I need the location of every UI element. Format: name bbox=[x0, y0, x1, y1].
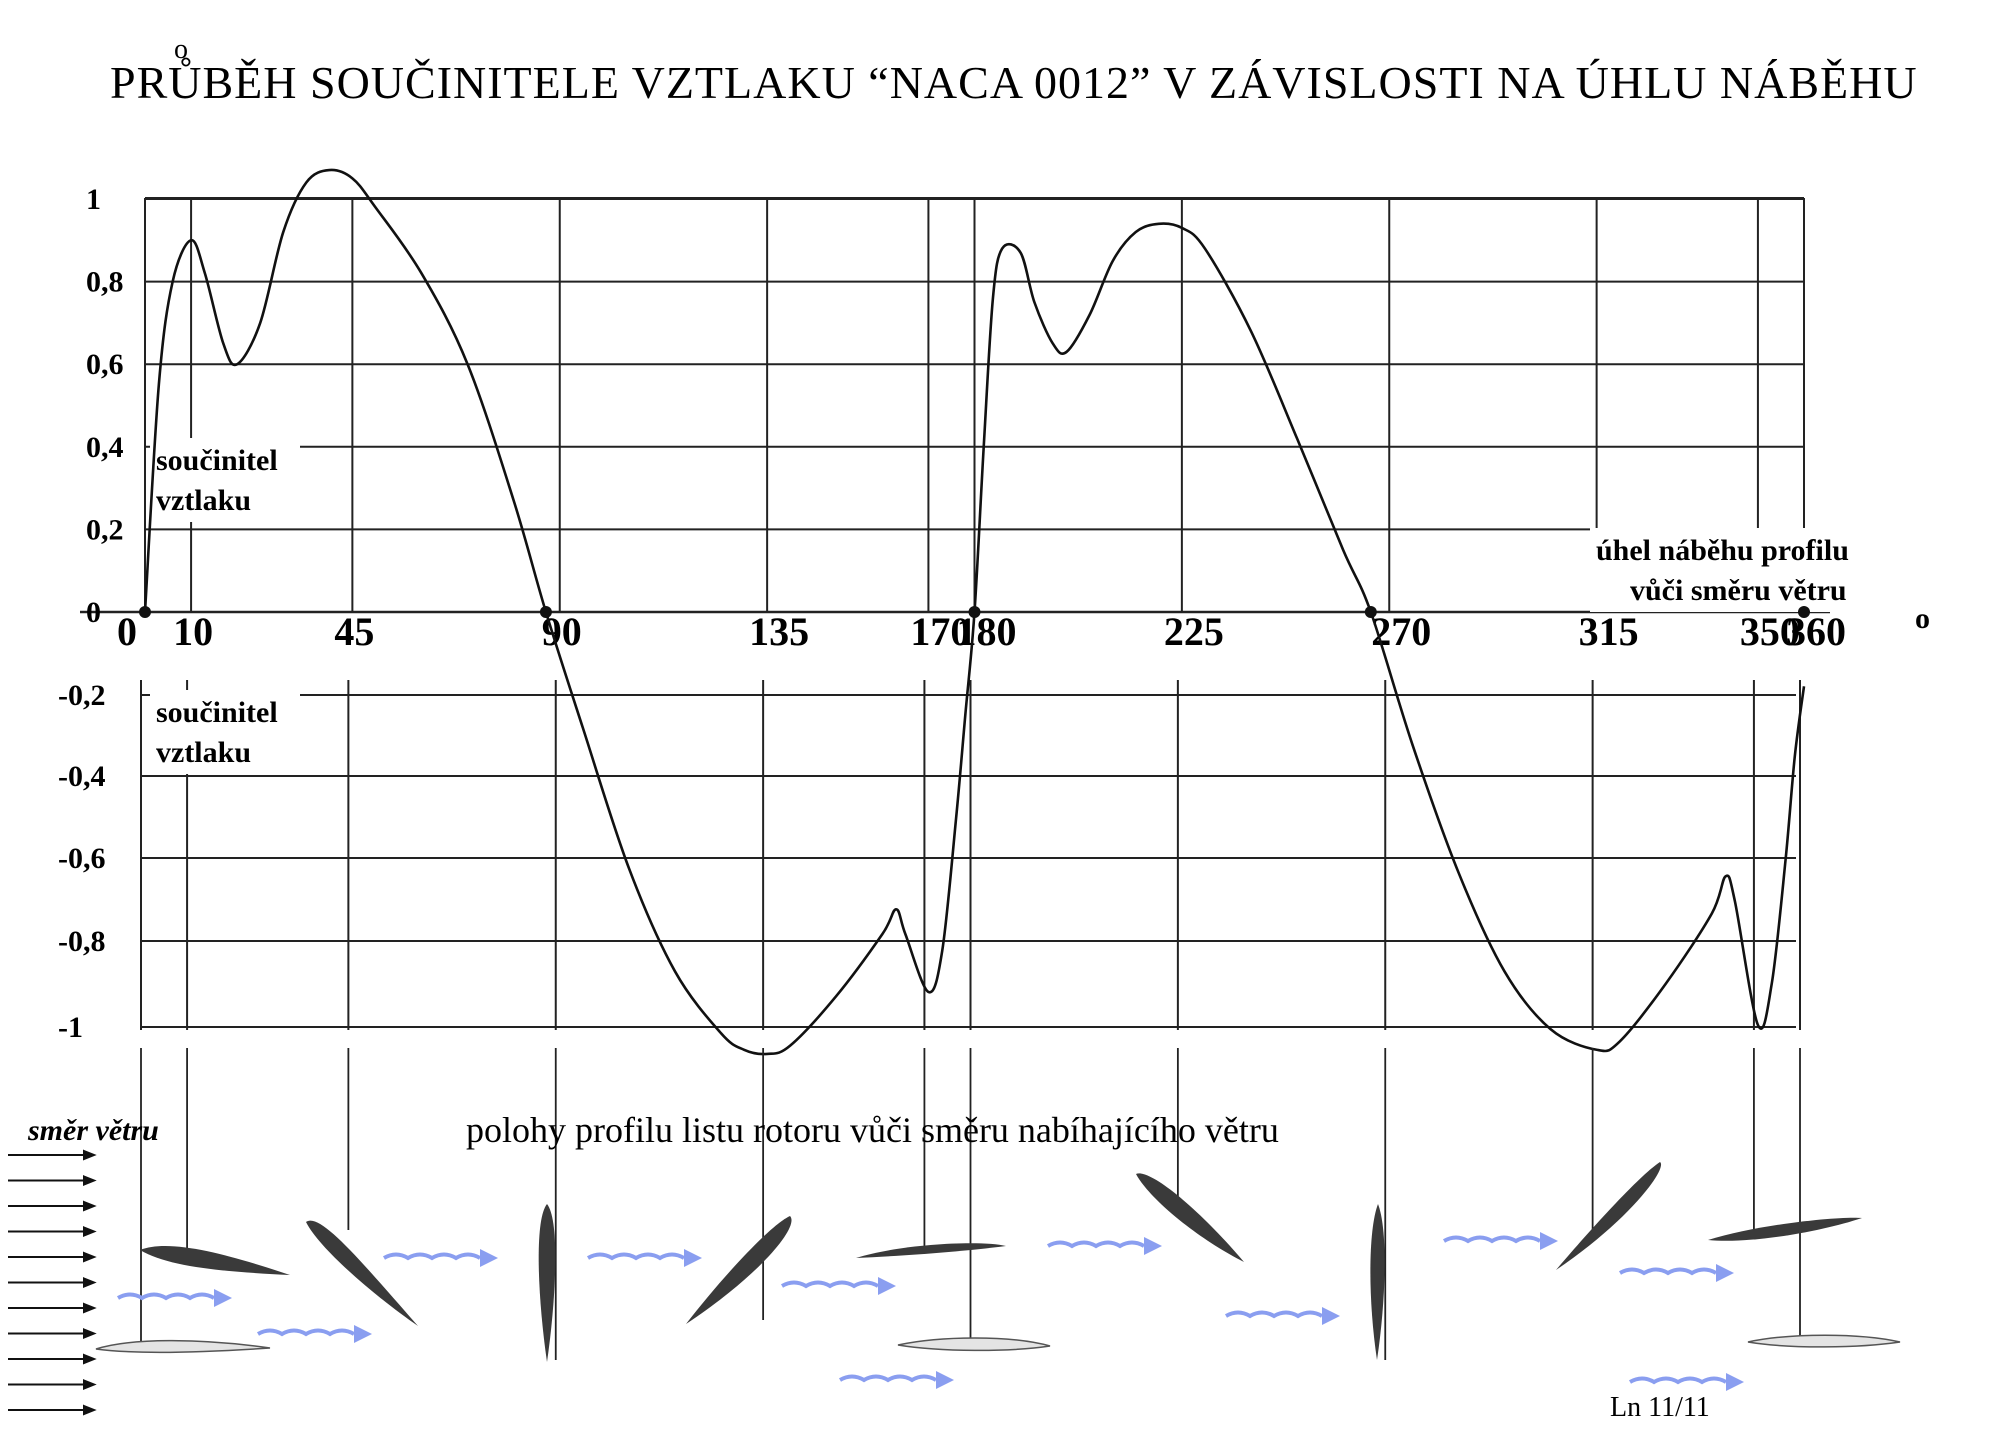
airflow-arrow-head bbox=[936, 1371, 954, 1389]
x-tick-label: 0 bbox=[117, 609, 137, 654]
wind-arrow-head bbox=[83, 1353, 97, 1365]
profile-position-lines bbox=[140, 1048, 1801, 1360]
airfoil-profiles bbox=[95, 1162, 1901, 1362]
airflow-wave bbox=[780, 1280, 880, 1289]
zero-crossing-points bbox=[139, 606, 1810, 618]
zero-crossing-point bbox=[968, 606, 981, 618]
zero-crossing-point bbox=[139, 606, 151, 618]
x-tick-label: 315 bbox=[1579, 609, 1639, 654]
wind-arrow-head bbox=[83, 1302, 97, 1314]
airfoil-profile-10deg bbox=[140, 1246, 290, 1275]
svg-text:vůči směru větru: vůči směru větru bbox=[1630, 574, 1847, 607]
airfoil-profile-225deg bbox=[1136, 1173, 1244, 1262]
airfoil-profile-270deg bbox=[1370, 1204, 1385, 1360]
x-tick-label: 10 bbox=[173, 609, 213, 654]
x-tick-label: 360 bbox=[1786, 609, 1846, 654]
wind-arrow-head bbox=[83, 1149, 97, 1161]
x-tick-label: 350 bbox=[1740, 609, 1800, 654]
x-axis-label: úhel náběhu profilu vůči směru větru bbox=[1590, 528, 1900, 612]
lift-coefficient-curve bbox=[143, 168, 1806, 1056]
airfoil-profile-350deg bbox=[1708, 1217, 1862, 1241]
airfoil-profile-360deg bbox=[1747, 1334, 1901, 1348]
airflow-wave bbox=[1628, 1376, 1728, 1385]
x-tick-label: 45 bbox=[334, 609, 374, 654]
airfoil-profile-170deg bbox=[856, 1243, 1006, 1258]
airflow-arrow-head bbox=[354, 1325, 372, 1343]
title-ring-mark: o bbox=[174, 34, 188, 65]
y-tick-label: -0,8 bbox=[58, 925, 106, 958]
wind-direction-label: směr větru bbox=[27, 1114, 159, 1147]
page-reference: Ln 11/11 bbox=[1610, 1392, 1710, 1423]
x-tick-label: 170 bbox=[910, 609, 970, 654]
x-tick-label: 225 bbox=[1164, 609, 1224, 654]
airflow-arrow-head bbox=[1726, 1373, 1744, 1391]
y-tick-label: 0,6 bbox=[86, 348, 124, 381]
wind-arrow-head bbox=[83, 1379, 97, 1390]
airfoil-profile-135deg bbox=[686, 1216, 792, 1324]
airflow-wave bbox=[838, 1374, 938, 1383]
y-tick-label: -0,4 bbox=[58, 760, 106, 793]
svg-text:úhel náběhu profilu: úhel náběhu profilu bbox=[1596, 534, 1849, 567]
y-tick-label: 0,4 bbox=[86, 431, 124, 464]
zero-crossing-point bbox=[1798, 606, 1810, 618]
x-tick-label: 135 bbox=[749, 609, 809, 654]
x-tick-label: 180 bbox=[957, 609, 1017, 654]
wind-arrow-head bbox=[83, 1328, 97, 1339]
y-tick-label: -0,6 bbox=[58, 842, 106, 875]
y-axis-label-lower: součinitel vztlaku bbox=[150, 690, 300, 774]
chart-title: PRŮBĚH SOUČINITELE VZTLAKU “NACA 0012” V… bbox=[110, 56, 1918, 108]
airflow-arrow-head bbox=[684, 1249, 702, 1267]
y-tick-label: 0,2 bbox=[86, 513, 124, 546]
airfoil-profile-45deg bbox=[306, 1220, 418, 1326]
wind-arrow-head bbox=[83, 1251, 97, 1263]
airflow-arrow-head bbox=[480, 1249, 498, 1267]
airflow-wave bbox=[1618, 1267, 1718, 1276]
wind-arrow-head bbox=[83, 1200, 97, 1212]
tick-labels: 10,80,60,40,20-0,2-0,4-0,6-0,8-10 10 45 90 1… bbox=[58, 183, 1846, 1044]
airfoil-profile-0deg bbox=[95, 1339, 271, 1354]
profile-positions-caption: polohy profilu listu rotoru vůči směru n… bbox=[466, 1110, 1279, 1150]
x-axis-unit: o bbox=[1915, 602, 1930, 635]
airflow-wave bbox=[586, 1252, 686, 1261]
wind-direction-arrows bbox=[8, 1149, 97, 1416]
airflow-wave bbox=[1442, 1235, 1542, 1244]
y-tick-label: 0,8 bbox=[86, 266, 124, 299]
airflow-arrow-head bbox=[1716, 1264, 1734, 1282]
airflow-wave bbox=[1224, 1310, 1324, 1319]
zero-crossing-point bbox=[1364, 606, 1377, 618]
airflow-arrow-head bbox=[214, 1289, 232, 1307]
wind-arrow-head bbox=[83, 1226, 97, 1237]
y-tick-label: 1 bbox=[86, 183, 101, 216]
airflow-arrow-head bbox=[1322, 1307, 1340, 1325]
y-axis-label-upper: součinitel vztlaku bbox=[150, 438, 300, 522]
wind-arrow-head bbox=[83, 1404, 97, 1416]
airflow-arrow-head bbox=[1144, 1237, 1162, 1255]
airflow-wave-arrows bbox=[116, 1232, 1744, 1391]
airfoil-profile-315deg bbox=[1556, 1162, 1662, 1270]
y-tick-label: -0,2 bbox=[58, 679, 106, 712]
airfoil-profile-180deg bbox=[897, 1337, 1051, 1352]
airflow-wave bbox=[1046, 1240, 1146, 1249]
wind-arrow-head bbox=[83, 1277, 97, 1288]
airflow-arrow-head bbox=[1540, 1232, 1558, 1250]
airflow-wave bbox=[382, 1252, 482, 1261]
airfoil-profile-90deg bbox=[538, 1204, 556, 1362]
wind-arrow-head bbox=[83, 1175, 97, 1186]
x-tick-label: 270 bbox=[1371, 609, 1431, 654]
y-tick-label: -1 bbox=[58, 1011, 83, 1044]
y-tick-label: 0 bbox=[86, 596, 101, 629]
airflow-wave bbox=[116, 1292, 216, 1301]
airflow-wave bbox=[256, 1328, 356, 1337]
airflow-arrow-head bbox=[878, 1277, 896, 1295]
zero-crossing-point bbox=[539, 606, 552, 618]
